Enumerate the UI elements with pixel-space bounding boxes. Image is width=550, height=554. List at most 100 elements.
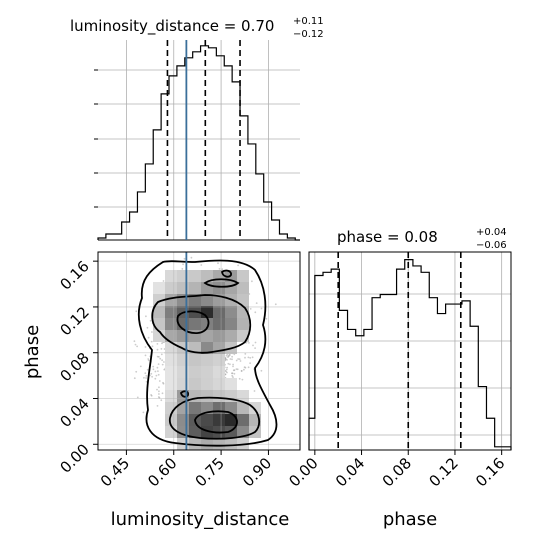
scatter-point — [238, 377, 241, 380]
contour-outer — [138, 259, 278, 447]
scatter-point — [147, 358, 150, 360]
scatter-point — [252, 344, 254, 347]
scatter-point — [181, 268, 184, 270]
scatter-point — [136, 396, 139, 399]
scatter-point — [157, 363, 160, 365]
scatter-point — [144, 372, 147, 375]
density-cell — [165, 282, 177, 294]
scatter-point — [226, 371, 228, 374]
ph-x-tick-label: 0.08 — [379, 454, 415, 490]
scatter-point — [254, 311, 257, 314]
scatter-point — [233, 369, 236, 372]
density-cell — [165, 354, 177, 366]
joint-y-tick-label: 0.08 — [56, 349, 92, 385]
density-cell — [225, 414, 237, 426]
scatter-point — [146, 368, 149, 371]
phase-histogram — [308, 259, 512, 450]
scatter-point — [251, 356, 254, 359]
scatter-point — [240, 370, 243, 372]
density-cell — [201, 390, 213, 402]
scatter-point — [158, 356, 160, 358]
scatter-point — [253, 390, 256, 392]
phase-title: phase = 0.08 — [337, 228, 438, 246]
density-cell — [153, 306, 165, 318]
density-cell — [165, 270, 177, 282]
y-axis-label-phase: phase — [22, 325, 43, 379]
scatter-point — [251, 280, 253, 283]
scatter-point — [244, 353, 247, 355]
scatter-point — [237, 358, 240, 360]
scatter-point — [144, 354, 147, 357]
scatter-point — [183, 257, 186, 260]
contour-inner-top — [176, 310, 210, 334]
scatter-point — [231, 355, 234, 358]
density-cell — [237, 282, 249, 294]
scatter-point — [145, 315, 147, 318]
luminosity-distance-title: luminosity_distance = 0.70 — [70, 17, 274, 36]
scatter-point — [226, 366, 229, 369]
density-cell — [225, 306, 237, 318]
scatter-point — [157, 370, 159, 372]
contour-small-dot — [221, 269, 232, 278]
density-cell — [189, 378, 201, 390]
scatter-point — [255, 302, 258, 304]
scatter-point — [249, 308, 252, 310]
scatter-point — [249, 362, 252, 364]
density-cell — [213, 390, 225, 402]
density-cell — [189, 402, 201, 414]
density-cell — [201, 342, 213, 354]
scatter-point — [146, 326, 149, 329]
scatter-point — [254, 347, 256, 349]
scatter-point — [247, 356, 250, 359]
scatter-point — [254, 341, 257, 344]
joint-contours — [138, 259, 278, 447]
density-cell — [201, 414, 213, 426]
density-cell — [201, 354, 213, 366]
scatter-point — [243, 368, 245, 371]
density-cell — [225, 330, 237, 342]
density-cell — [237, 270, 249, 282]
ph-x-tick-label: 0.12 — [425, 454, 461, 490]
scatter-point — [235, 368, 238, 370]
scatter-point — [152, 365, 155, 368]
scatter-point — [248, 342, 250, 344]
x-axis-label-phase: phase — [383, 509, 437, 530]
density-cell — [165, 306, 177, 318]
density-cell — [213, 366, 225, 378]
density-cell — [189, 318, 201, 330]
scatter-point — [228, 354, 231, 356]
scatter-point — [158, 386, 160, 389]
scatter-point — [163, 361, 165, 363]
density-cell — [237, 402, 249, 414]
scatter-point — [133, 377, 136, 380]
scatter-point — [274, 303, 277, 306]
density-cell — [189, 354, 201, 366]
scatter-point — [158, 380, 161, 382]
scatter-point — [249, 357, 252, 359]
scatter-point — [142, 411, 145, 414]
density-cell — [201, 330, 213, 342]
scatter-point — [233, 372, 236, 375]
density-cell — [225, 402, 237, 414]
scatter-point — [157, 373, 160, 376]
scatter-point — [227, 362, 230, 365]
density-cell — [237, 318, 249, 330]
ph-x-tick-label: 0.16 — [472, 454, 508, 490]
scatter-point — [155, 374, 158, 377]
scatter-point — [156, 343, 159, 345]
scatter-point — [239, 360, 242, 362]
density-cell — [189, 366, 201, 378]
scatter-point — [190, 256, 193, 259]
scatter-point — [134, 343, 137, 346]
scatter-point — [163, 368, 166, 371]
density-cell — [165, 378, 177, 390]
density-cell — [189, 282, 201, 294]
density-cell — [237, 390, 249, 402]
density-cell — [225, 318, 237, 330]
density-cell — [213, 318, 225, 330]
scatter-point — [151, 331, 153, 333]
scatter-point — [156, 405, 159, 407]
scatter-point — [151, 345, 154, 348]
scatter-point — [161, 359, 164, 362]
